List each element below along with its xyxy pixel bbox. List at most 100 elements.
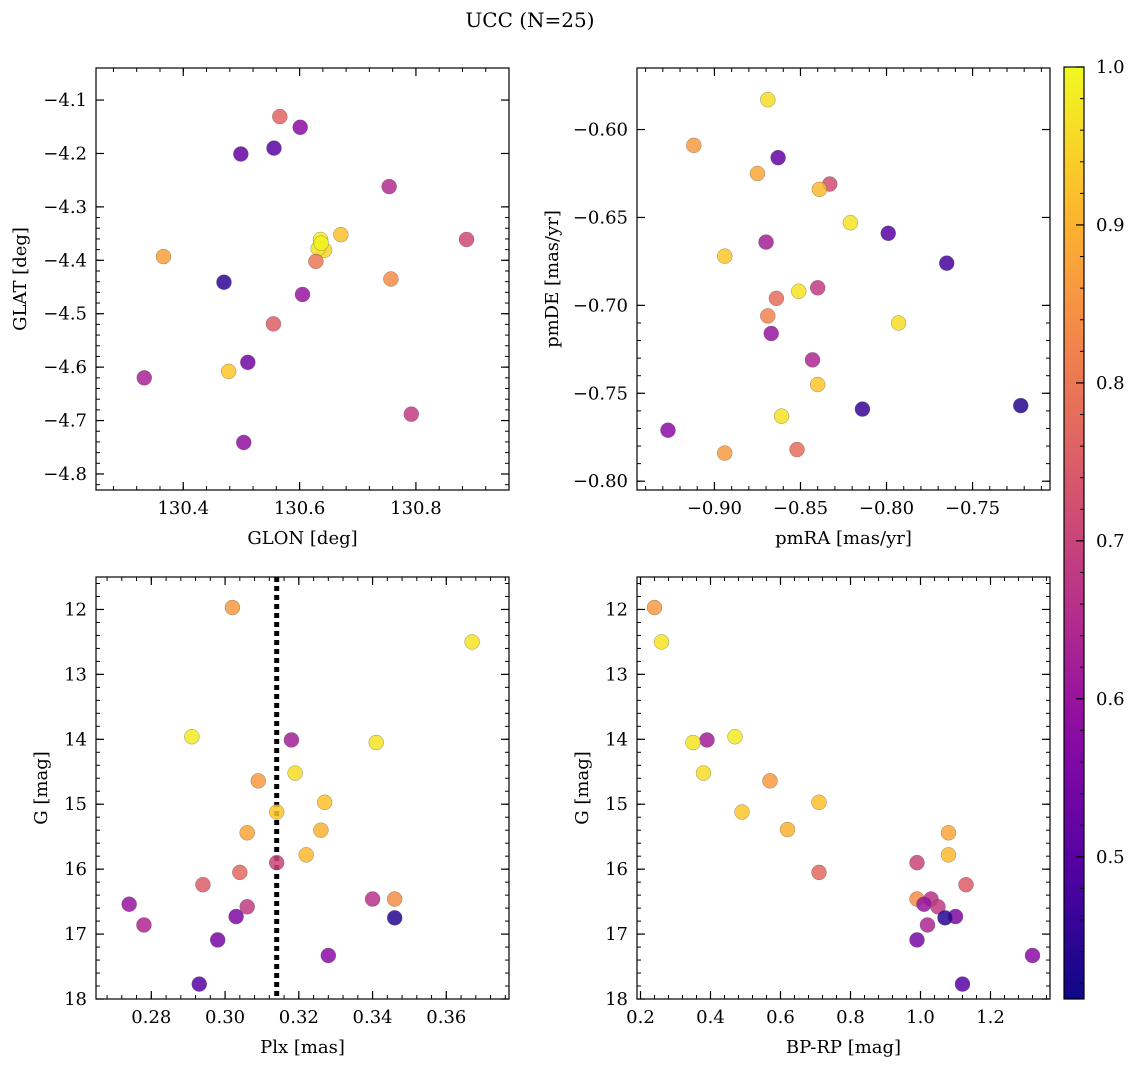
point-plx_g-7 — [316, 794, 333, 811]
y-axis-label: GLAT [deg] — [10, 227, 31, 331]
point-plx_g-14 — [195, 876, 211, 893]
point-pmra_pmde-22 — [660, 422, 676, 438]
xtick-label: −0.80 — [859, 498, 914, 519]
xtick-label: 0.30 — [205, 1007, 245, 1028]
point-glon_glat-16 — [265, 316, 282, 332]
point-bprp_g-17 — [916, 896, 932, 912]
points-bprp_g — [646, 599, 1041, 992]
point-glon_glat-15 — [294, 286, 311, 303]
point-bprp_g-20 — [937, 910, 953, 926]
point-pmra_pmde-2 — [770, 149, 786, 166]
point-bprp_g-22 — [909, 932, 925, 948]
point-plx_g-23 — [320, 947, 337, 964]
point-bprp_g-18 — [930, 899, 946, 915]
ytick-label: 13 — [605, 664, 628, 685]
xtick-label: 0.36 — [426, 1007, 466, 1028]
point-glon_glat-21 — [235, 434, 252, 451]
y-axis-label: pmDE [mas/yr] — [542, 210, 563, 348]
point-pmra_pmde-8 — [758, 234, 774, 250]
point-plx_g-1 — [464, 634, 480, 650]
points-pmra_pmde — [660, 91, 1029, 461]
ytick-label: −4.5 — [43, 304, 87, 325]
point-glon_glat-1 — [292, 119, 308, 136]
xtick-label: 0.8 — [836, 1007, 865, 1028]
ytick-label: −0.65 — [573, 207, 628, 228]
point-pmra_pmde-10 — [939, 255, 955, 271]
point-pmra_pmde-12 — [768, 290, 785, 307]
point-glon_glat-5 — [333, 226, 349, 243]
ytick-label: 17 — [605, 924, 628, 945]
scatter-panels: 130.4 130.6 130.8−4.1−4.2−4.3−4.4−4.5−4.6−… — [10, 67, 1051, 1058]
point-plx_g-10 — [313, 822, 329, 838]
point-bprp_g-8 — [734, 804, 750, 820]
xtick-label: 130.4 — [157, 498, 209, 519]
figure-title: UCC (N=25) — [465, 8, 594, 32]
point-pmra_pmde-24 — [717, 445, 733, 461]
ticks-bprp_g — [637, 577, 1050, 1000]
point-pmra_pmde-9 — [717, 248, 733, 264]
ytick-label: −4.2 — [43, 143, 87, 164]
ytick-label: 12 — [605, 599, 628, 620]
xtick-label: 0.28 — [131, 1007, 171, 1028]
points-glon_glat — [136, 108, 475, 451]
point-glon_glat-17 — [240, 354, 256, 371]
ytick-label: 15 — [605, 794, 628, 815]
ytick-label: −4.6 — [43, 357, 87, 378]
point-bprp_g-10 — [940, 825, 957, 841]
point-plx_g-2 — [184, 728, 200, 745]
ticks-glon_glat — [96, 68, 510, 490]
colorbar: 0.5 0.6 0.7 0.8 0.9 1.0 — [1063, 57, 1125, 1000]
colorbar-gradient — [1063, 66, 1085, 1000]
x-axis-label: pmRA [mas/yr] — [775, 528, 912, 549]
point-plx_g-19 — [228, 908, 244, 925]
point-bprp_g-11 — [940, 847, 957, 863]
point-plx_g-15 — [386, 891, 403, 907]
y-axis-label: G [mag] — [31, 751, 52, 824]
point-plx_g-17 — [121, 896, 137, 912]
point-glon_glat-2 — [233, 146, 249, 162]
xtick-label: 0.34 — [353, 1007, 393, 1028]
point-pmra_pmde-20 — [773, 408, 790, 424]
axes-frame-bprp_g — [636, 576, 1051, 1000]
point-pmra_pmde-1 — [686, 137, 702, 154]
y-axis-label: G [mag] — [572, 751, 593, 824]
axes-frame-glon_glat — [95, 67, 510, 491]
xtick-label: −0.85 — [773, 498, 828, 519]
point-pmra_pmde-17 — [804, 352, 821, 368]
point-bprp_g-6 — [762, 773, 778, 789]
ytick-label: 18 — [605, 989, 628, 1010]
ytick-label: 17 — [64, 924, 87, 945]
point-plx_g-8 — [268, 804, 285, 820]
point-glon_glat-18 — [220, 363, 237, 380]
point-bprp_g-5 — [695, 765, 712, 781]
point-plx_g-18 — [239, 899, 255, 915]
ytick-label: 16 — [64, 859, 87, 880]
point-plx_g-21 — [136, 917, 152, 933]
point-plx_g-13 — [232, 864, 248, 881]
axes-frame-plx_g — [95, 576, 510, 1000]
ytick-label: −0.70 — [573, 295, 628, 316]
point-plx_g-16 — [364, 891, 381, 907]
point-pmra_pmde-19 — [854, 401, 871, 417]
ytick-label: 18 — [64, 989, 87, 1010]
point-pmra_pmde-16 — [763, 325, 779, 342]
xtick-label: 1.2 — [976, 1007, 1005, 1028]
point-pmra_pmde-0 — [760, 91, 776, 108]
point-plx_g-3 — [283, 732, 300, 748]
point-pmra_pmde-23 — [789, 441, 805, 458]
point-plx_g-0 — [224, 599, 241, 616]
xtick-label: 0.32 — [279, 1007, 319, 1028]
ytick-label: −4.8 — [43, 464, 87, 485]
point-plx_g-11 — [298, 847, 314, 863]
ytick-label: 13 — [64, 664, 87, 685]
point-bprp_g-4 — [685, 734, 701, 751]
point-glon_glat-3 — [266, 140, 282, 156]
point-bprp_g-2 — [727, 728, 743, 745]
point-bprp_g-9 — [779, 821, 796, 838]
point-bprp_g-21 — [919, 917, 936, 933]
point-pmra_pmde-15 — [760, 308, 776, 324]
point-glon_glat-12 — [155, 248, 172, 265]
panel-plx_g: 0.28 0.30 0.32 0.34 0.36 12 13 14 15 16 17 18 Plx [m… — [31, 576, 510, 1058]
point-plx_g-6 — [250, 773, 266, 789]
